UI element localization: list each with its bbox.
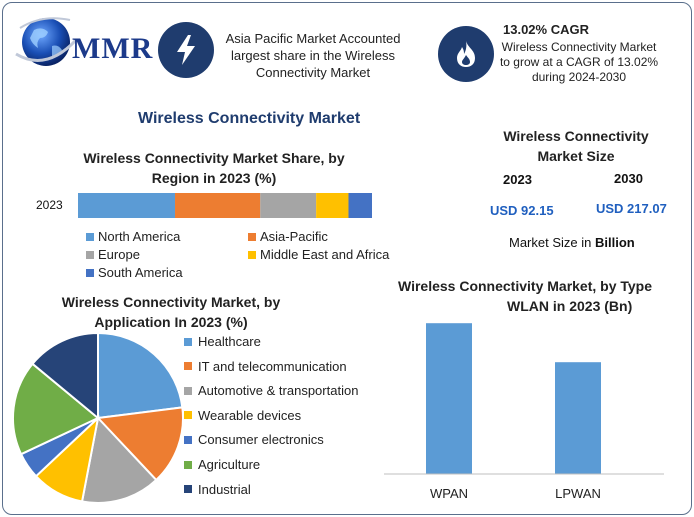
legend-item-it-and-telecommunication: IT and telecommunication	[184, 359, 347, 374]
legend-label: IT and telecommunication	[198, 358, 347, 374]
pie-slice-healthcare	[97, 331, 184, 420]
application-chart-title: Wireless Connectivity Market, by Applica…	[61, 294, 281, 330]
legend-swatch	[184, 460, 192, 469]
market-size-note-unit: Billion	[594, 235, 635, 250]
region-bar-segment-middle-east-and-africa	[316, 193, 349, 218]
pie-slice-agriculture	[12, 362, 100, 456]
market-size-value-2030: USD 217.07	[596, 201, 667, 216]
legend-swatch	[86, 268, 94, 277]
legend-item-asia-pacific: Asia-Pacific	[248, 229, 328, 244]
application-legend: Healthcare IT and telecommunication Automo…	[184, 334, 380, 500]
market-size-note: Market Size in Billion	[509, 235, 635, 250]
legend-swatch	[248, 232, 256, 241]
region-chart-title: Wireless Connectivity Market Share, by R…	[83, 150, 345, 186]
legend-swatch	[86, 250, 94, 259]
pie-slice-industrial	[31, 331, 99, 421]
legend-label: Industrial	[198, 481, 251, 497]
flame-icon	[438, 26, 494, 82]
legend-label: Europe	[98, 247, 140, 262]
legend-item-middle-east-and-africa: Middle East and Africa	[248, 247, 389, 262]
legend-item-industrial: Industrial	[184, 482, 251, 497]
market-size-year-2030: 2030	[614, 171, 643, 186]
region-bar-category-label: 2023	[36, 198, 63, 212]
legend-label: Asia-Pacific	[260, 229, 328, 244]
lightning-bolt-icon	[158, 22, 214, 78]
legend-item-automotive-transportation: Automotive & transportation	[184, 383, 358, 398]
legend-swatch	[248, 250, 256, 259]
legend-swatch	[184, 435, 192, 444]
legend-label: Healthcare	[198, 334, 261, 349]
application-pie-chart	[12, 331, 184, 504]
type-tick-label-wpan: WPAN	[430, 486, 468, 501]
legend-label: North America	[98, 229, 181, 244]
type-bar-wpan	[426, 323, 472, 474]
legend-label: Middle East and Africa	[260, 247, 390, 262]
pie-slice-automotive-transportation	[80, 415, 158, 504]
region-bar-segment-asia-pacific	[175, 193, 261, 218]
market-size-title: Wireless Connectivity Market Size	[503, 128, 649, 164]
legend-swatch	[86, 232, 94, 241]
legend-label: South America	[98, 265, 183, 280]
legend-swatch	[184, 485, 192, 494]
cagr-title: 13.02% CAGR	[503, 22, 589, 37]
legend-label: Automotive & transportation	[198, 383, 359, 399]
legend-item-europe: Europe	[86, 247, 140, 262]
cagr-description: Wireless Connectivity Market to grow at …	[499, 40, 659, 84]
brand-name: MMR	[72, 32, 154, 65]
legend-item-consumer-electronics: Consumer electronics	[184, 432, 324, 447]
legend-item-south-america: South America	[86, 265, 183, 280]
pie-slice-it-and-telecommunication	[95, 406, 184, 482]
region-legend: North America Asia-Pacific Europe Middle Ea…	[86, 229, 406, 283]
type-tick-label-lpwan: LPWAN	[555, 486, 601, 501]
legend-swatch	[184, 337, 192, 346]
legend-swatch	[184, 386, 192, 395]
legend-label: Agriculture	[198, 457, 261, 472]
region-bar-segment-europe	[260, 193, 317, 218]
region-bar-segment-south-america	[348, 193, 372, 218]
region-bar-segment-north-america	[78, 193, 176, 218]
legend-swatch	[184, 362, 192, 371]
region-stacked-bar	[78, 193, 372, 218]
legend-label: Wearable devices	[198, 407, 302, 423]
market-size-value-2023: USD 92.15	[490, 203, 554, 218]
legend-item-agriculture: Agriculture	[184, 457, 260, 472]
type-bar-chart: WPAN LPWAN	[384, 323, 664, 501]
market-size-year-2023: 2023	[503, 172, 532, 187]
legend-item-north-america: North America	[86, 229, 180, 244]
type-chart-subtitle: WLAN in 2023 (Bn)	[507, 298, 633, 314]
market-size-note-prefix: Market Size in	[509, 235, 595, 250]
legend-label: Consumer electronics	[198, 432, 324, 448]
page-title: Wireless Connectivity Market	[138, 110, 361, 127]
globe-icon	[15, 17, 78, 66]
region-highlight-text: Asia Pacific Market Accounted largest sh…	[225, 31, 401, 80]
legend-item-wearable-devices: Wearable devices	[184, 408, 301, 423]
type-bar-lpwan	[555, 362, 601, 474]
legend-item-healthcare: Healthcare	[184, 334, 261, 349]
mmr-logo: MMR	[12, 10, 152, 72]
legend-swatch	[184, 411, 192, 420]
type-chart-title: Wireless Connectivity Market, by Type	[397, 278, 653, 294]
